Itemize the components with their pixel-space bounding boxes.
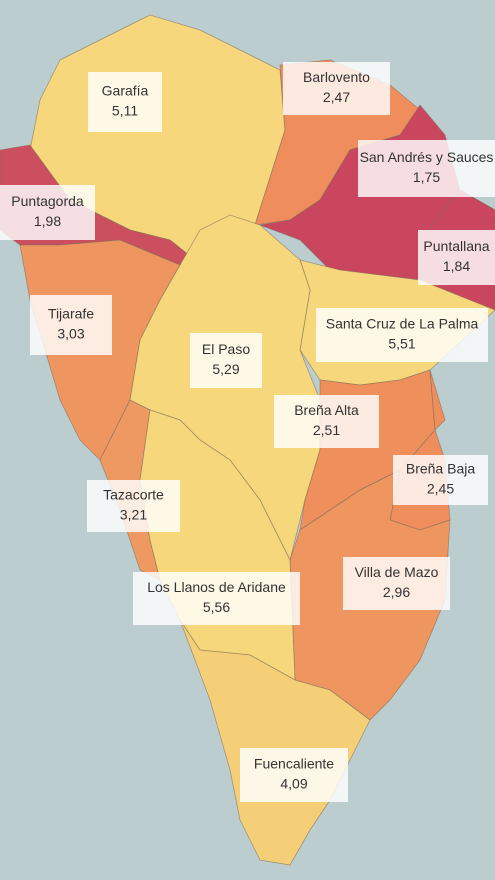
region-name: Barlovento [303,69,370,85]
region-value: 2,51 [313,422,340,438]
region-value: 5,11 [112,103,138,119]
region-name: Puntagorda [11,193,84,209]
label-box [283,62,390,115]
label-box [343,557,450,610]
region-value: 1,98 [34,213,61,229]
label-box [190,333,262,388]
region-name: Fuencaliente [254,756,334,772]
label-box [274,395,379,448]
region-name: Tazacorte [103,487,164,503]
label-box [30,295,112,355]
region-value: 5,29 [212,361,239,377]
region-name: Puntallana [423,238,489,254]
label-box [358,140,495,197]
label-box [87,480,180,532]
region-name: Los Llanos de Aridane [147,579,286,595]
region-value: 4,09 [280,776,307,792]
region-name: Breña Alta [294,402,359,418]
region-value: 1,84 [443,258,470,274]
region-value: 3,21 [120,507,147,523]
region-value: 2,96 [383,584,410,600]
region-name: San Andrés y Sauces [360,149,494,165]
region-value: 5,51 [388,336,415,352]
region-value: 5,56 [203,599,230,615]
region-name: Villa de Mazo [355,564,439,580]
label-box [0,185,95,240]
region-value: 1,75 [413,169,440,185]
region-value: 2,45 [427,481,454,497]
region-value: 2,47 [323,89,350,105]
label-box [393,455,488,505]
label-box [418,230,495,285]
label-box [88,72,162,132]
region-name: Garafía [102,83,149,99]
region-name: Tijarafe [48,306,94,322]
region-value: 3,03 [57,326,84,342]
region-name: Santa Cruz de La Palma [326,316,479,332]
region-name: Breña Baja [406,461,475,477]
label-box [133,572,300,625]
region-name: El Paso [202,341,250,357]
label-box [240,748,348,802]
label-box [316,308,488,362]
